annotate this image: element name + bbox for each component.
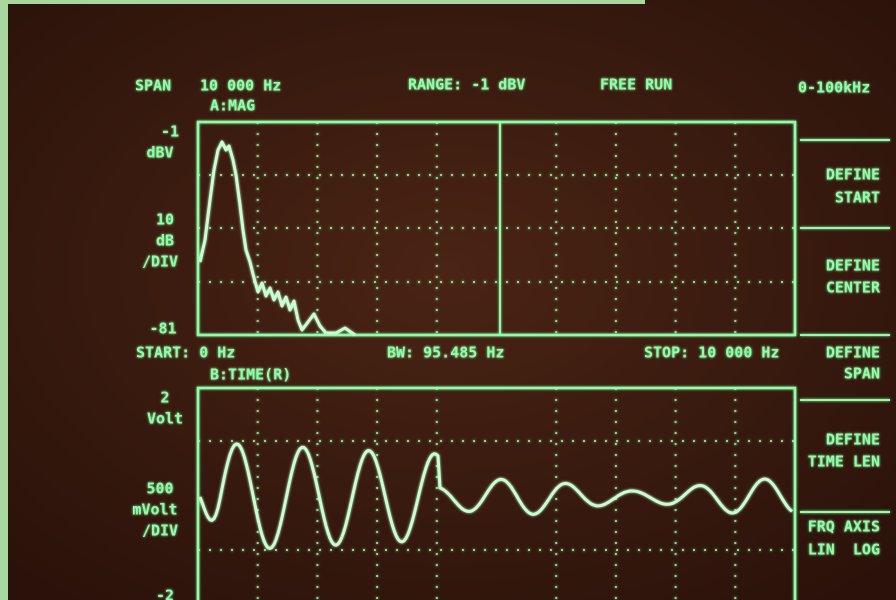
axis-label: -1 bbox=[161, 123, 179, 141]
softkey-label[interactable]: TIME LEN bbox=[808, 453, 880, 471]
spectrum-trace bbox=[198, 140, 356, 337]
axis-label: dBV bbox=[146, 144, 173, 162]
trace-title: A:MAG bbox=[210, 97, 255, 115]
edge bbox=[0, 0, 8, 600]
stop: STOP: 10 000 Hz bbox=[644, 344, 779, 362]
softkey-label[interactable]: DEFINE bbox=[826, 344, 880, 362]
trigger: FREE RUN bbox=[600, 76, 672, 94]
time-trace bbox=[198, 442, 794, 550]
softkey-label[interactable]: FRQ AXIS bbox=[808, 518, 880, 536]
axis-label: 10 bbox=[156, 211, 174, 229]
display: SPAN 10 000 Hz RANGE: -1 dBV FREE RUN 0-… bbox=[132, 76, 890, 600]
axis-label: Volt bbox=[147, 410, 183, 428]
axis-label: /DIV bbox=[142, 522, 178, 540]
axis-label: 500 bbox=[146, 480, 173, 498]
grid bbox=[198, 122, 795, 335]
axis-label: mVolt bbox=[132, 501, 177, 519]
softkey-label[interactable]: LIN LOG bbox=[808, 541, 880, 559]
axis-label: -81 bbox=[149, 320, 176, 338]
bandwidth: BW: 95.485 Hz bbox=[387, 344, 504, 362]
softkey-label[interactable]: SPAN bbox=[844, 365, 880, 383]
softkeys: DEFINE START DEFINE CENTER DEFINE SPAN DEFINE T… bbox=[800, 139, 890, 559]
softkey-label[interactable]: START bbox=[835, 189, 880, 207]
softkey-label[interactable]: CENTER bbox=[826, 279, 881, 297]
axis-label: /DIV bbox=[142, 253, 178, 271]
softkey-label[interactable]: DEFINE bbox=[826, 257, 880, 275]
axis-label: dB bbox=[156, 232, 174, 250]
axis-label: 2 bbox=[160, 389, 169, 407]
grid bbox=[198, 388, 795, 600]
axis-label: -2 bbox=[156, 587, 174, 600]
edge bbox=[0, 0, 645, 4]
span-label: SPAN bbox=[135, 77, 171, 95]
band: 0-100kHz bbox=[798, 79, 870, 97]
graph-frame bbox=[196, 386, 797, 600]
softkey-label[interactable]: DEFINE bbox=[826, 166, 880, 184]
start: START: 0 Hz bbox=[136, 344, 235, 362]
span-value: 10 000 Hz bbox=[200, 77, 281, 95]
trace-title: B:TIME(R) bbox=[210, 366, 291, 384]
softkey-label[interactable]: DEFINE bbox=[826, 431, 880, 449]
range: RANGE: -1 dBV bbox=[408, 76, 525, 94]
